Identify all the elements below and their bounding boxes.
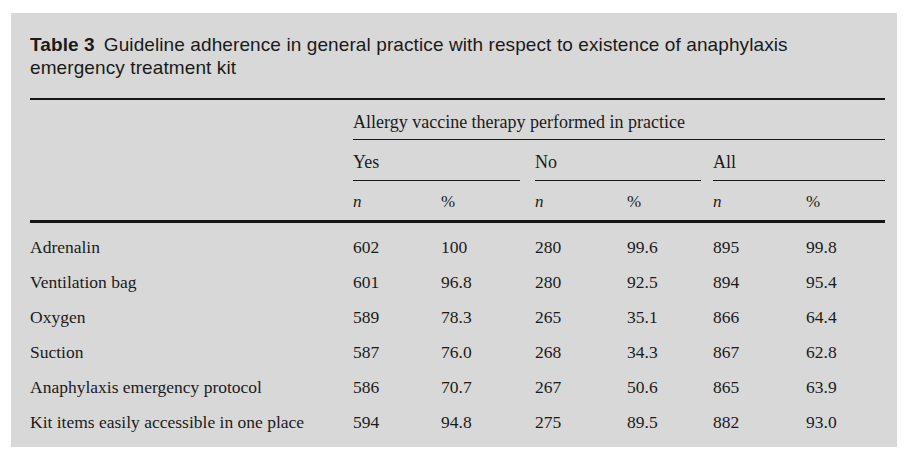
table-caption-text: Guideline adherence in general practice …: [30, 34, 788, 78]
cell-no-n: 265: [535, 300, 627, 335]
cell-all-n: 866: [713, 300, 806, 335]
cell-all-pct: 62.8: [806, 335, 885, 370]
cell-yes-pct: 76.0: [441, 335, 535, 370]
col-header-pct-yes: %: [441, 181, 535, 220]
cell-yes-n: 586: [353, 370, 441, 405]
span-header-allergy-vaccine-therapy: Allergy vaccine therapy performed in pra…: [353, 100, 885, 140]
col-header-n-yes: n: [353, 181, 441, 220]
cell-all-n: 867: [713, 335, 806, 370]
table-panel: Table 3Guideline adherence in general pr…: [11, 13, 897, 447]
table-row: Anaphylaxis emergency protocol 586 70.7 …: [30, 370, 885, 405]
table-row: Oxygen 589 78.3 265 35.1 866 64.4: [30, 300, 885, 335]
cell-no-n: 280: [535, 265, 627, 300]
table-caption: Table 3Guideline adherence in general pr…: [30, 33, 863, 79]
table-number: Table 3: [30, 34, 95, 55]
cell-all-pct: 64.4: [806, 300, 885, 335]
cell-no-n: 268: [535, 335, 627, 370]
table-row: Kit items easily accessible in one place…: [30, 405, 885, 440]
empty-corner-cell: [30, 100, 353, 140]
cell-yes-n: 601: [353, 265, 441, 300]
cell-no-pct: 50.6: [627, 370, 713, 405]
cell-no-pct: 35.1: [627, 300, 713, 335]
cell-yes-pct: 100: [441, 230, 535, 265]
col-header-n-no: n: [535, 181, 627, 220]
cell-no-pct: 99.6: [627, 230, 713, 265]
cell-all-pct: 99.8: [806, 230, 885, 265]
cell-no-n: 275: [535, 405, 627, 440]
cell-all-pct: 93.0: [806, 405, 885, 440]
cell-all-n: 894: [713, 265, 806, 300]
cell-yes-n: 589: [353, 300, 441, 335]
cell-yes-pct: 78.3: [441, 300, 535, 335]
cell-yes-n: 594: [353, 405, 441, 440]
table-body: Adrenalin 602 100 280 99.6 895 99.8 Vent…: [30, 230, 885, 440]
cell-no-pct: 89.5: [627, 405, 713, 440]
group-header-all: All: [713, 140, 885, 181]
group-header-row: Yes No All: [30, 140, 885, 181]
cell-no-pct: 92.5: [627, 265, 713, 300]
row-label: Kit items easily accessible in one place: [30, 405, 353, 440]
subheader-row: n % n % n %: [30, 181, 885, 220]
col-header-n-all: n: [713, 181, 806, 220]
cell-yes-pct: 96.8: [441, 265, 535, 300]
cell-all-n: 865: [713, 370, 806, 405]
table-row: Ventilation bag 601 96.8 280 92.5 894 95…: [30, 265, 885, 300]
col-header-pct-all: %: [806, 181, 885, 220]
empty-corner-cell: [30, 181, 353, 220]
row-label: Oxygen: [30, 300, 353, 335]
cell-yes-n: 587: [353, 335, 441, 370]
empty-corner-cell: [30, 140, 353, 181]
table: Allergy vaccine therapy performed in pra…: [30, 98, 885, 440]
cell-all-pct: 63.9: [806, 370, 885, 405]
table-row: Suction 587 76.0 268 34.3 867 62.8: [30, 335, 885, 370]
span-header-row: Allergy vaccine therapy performed in pra…: [30, 100, 885, 140]
group-header-no: No: [535, 140, 701, 181]
col-header-pct-no: %: [627, 181, 713, 220]
cell-no-n: 280: [535, 230, 627, 265]
cell-no-n: 267: [535, 370, 627, 405]
cell-all-n: 882: [713, 405, 806, 440]
cell-all-pct: 95.4: [806, 265, 885, 300]
cell-yes-n: 602: [353, 230, 441, 265]
cell-no-pct: 34.3: [627, 335, 713, 370]
cell-all-n: 895: [713, 230, 806, 265]
body-spacer: [30, 223, 885, 230]
cell-yes-pct: 70.7: [441, 370, 535, 405]
row-label: Anaphylaxis emergency protocol: [30, 370, 353, 405]
group-header-yes: Yes: [353, 140, 520, 181]
row-label: Ventilation bag: [30, 265, 353, 300]
table-row: Adrenalin 602 100 280 99.6 895 99.8: [30, 230, 885, 265]
row-label: Suction: [30, 335, 353, 370]
cell-yes-pct: 94.8: [441, 405, 535, 440]
row-label: Adrenalin: [30, 230, 353, 265]
